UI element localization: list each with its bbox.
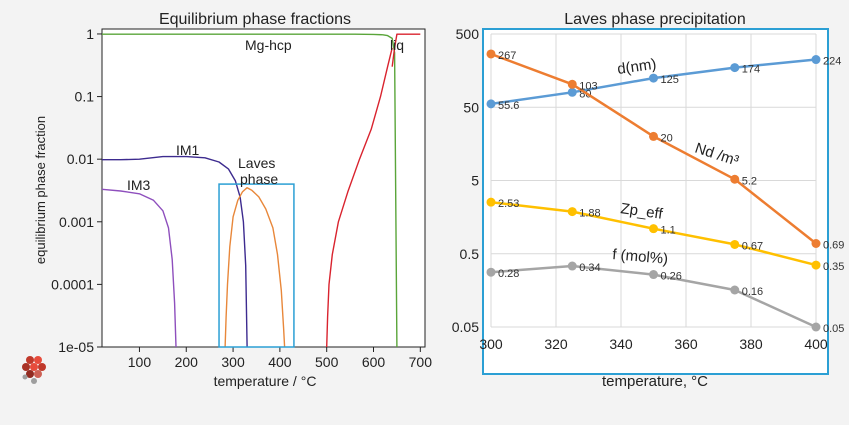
right-series: 55.680125174224267103205.20.692.531.881.… bbox=[486, 49, 844, 335]
left-x-tick-label: 200 bbox=[175, 354, 199, 370]
right-grid bbox=[490, 33, 817, 328]
left-series-line-im3 bbox=[101, 188, 177, 348]
data-label-zp: 0.35 bbox=[823, 261, 844, 273]
data-label-d: 174 bbox=[742, 64, 760, 76]
right-y-tick-label: 0.5 bbox=[460, 246, 480, 262]
data-point-d bbox=[649, 73, 658, 83]
data-point-f bbox=[649, 270, 658, 280]
series-name-f: f (mol%) bbox=[612, 246, 669, 268]
data-label-nd: 267 bbox=[498, 50, 516, 62]
label-im1: IM1 bbox=[176, 142, 200, 158]
data-point-d bbox=[811, 55, 821, 65]
left-x-tick-label: 400 bbox=[268, 354, 292, 370]
right-y-tick-label: 0.05 bbox=[452, 319, 479, 335]
data-point-nd bbox=[649, 131, 658, 141]
data-point-zp bbox=[486, 197, 496, 207]
left-x-tick-label: 600 bbox=[362, 354, 386, 370]
left-x-tick-label: 500 bbox=[315, 354, 339, 370]
data-point-nd bbox=[567, 79, 577, 89]
right-chart-title: Laves phase precipitation bbox=[564, 11, 745, 28]
series-name-d: d(nm) bbox=[616, 56, 657, 78]
data-label-zp: 2.53 bbox=[498, 198, 519, 210]
left-x-tick-label: 100 bbox=[128, 354, 152, 370]
laves-highlight-box bbox=[218, 183, 295, 348]
right-x-tick-label: 360 bbox=[674, 336, 698, 352]
left-y-ticks: 1 0.1 0.01 0.001 0.0001 1e-05 bbox=[51, 26, 102, 355]
data-point-zp bbox=[649, 224, 658, 234]
data-point-d bbox=[730, 63, 740, 73]
left-plot-area bbox=[101, 28, 426, 348]
data-label-nd: 20 bbox=[661, 132, 673, 144]
left-series-line-laves bbox=[224, 186, 286, 348]
data-point-d bbox=[567, 87, 577, 97]
data-point-zp bbox=[567, 207, 577, 217]
label-im3: IM3 bbox=[127, 177, 151, 193]
series-name-zp: Zp_eff bbox=[619, 200, 664, 223]
right-y-tick-label: 500 bbox=[456, 26, 480, 42]
left-x-tick-label: 300 bbox=[221, 354, 245, 370]
left-x-tick-label: 700 bbox=[409, 354, 433, 370]
label-liq: liq bbox=[390, 37, 404, 53]
data-point-f bbox=[730, 285, 740, 295]
data-label-d: 55.6 bbox=[498, 100, 519, 112]
left-y-axis-label: equilibrium phase fraction bbox=[33, 116, 48, 264]
right-x-tick-label: 400 bbox=[804, 336, 828, 352]
left-series-lines bbox=[101, 33, 421, 348]
data-label-nd: 5.2 bbox=[742, 175, 757, 187]
right-y-ticks: 500 50 5 0.5 0.05 bbox=[452, 26, 479, 335]
data-label-zp: 1.1 bbox=[661, 225, 676, 237]
left-y-tick-label: 0.001 bbox=[59, 214, 94, 230]
molecule-logo-icon bbox=[22, 356, 46, 384]
left-series-line-mg-rise bbox=[326, 47, 393, 348]
right-panel-frame bbox=[482, 28, 829, 375]
data-point-nd bbox=[811, 239, 821, 249]
right-x-tick-label: 300 bbox=[479, 336, 503, 352]
right-y-tick-label: 5 bbox=[471, 173, 479, 189]
right-x-tick-label: 340 bbox=[609, 336, 633, 352]
left-y-tick-label: 1 bbox=[86, 26, 94, 42]
data-label-f: 0.16 bbox=[742, 286, 763, 298]
right-x-tick-label: 380 bbox=[739, 336, 763, 352]
label-mg-hcp: Mg-hcp bbox=[245, 37, 292, 53]
data-point-f bbox=[811, 322, 821, 332]
data-label-f: 0.28 bbox=[498, 268, 519, 280]
data-point-f bbox=[567, 261, 577, 271]
left-chart-panel: Equilibrium phase fractions temperature … bbox=[33, 11, 432, 389]
data-point-nd bbox=[486, 49, 496, 59]
left-y-tick-label: 1e-05 bbox=[58, 339, 94, 355]
label-laves: Laves bbox=[238, 155, 275, 171]
data-point-f bbox=[486, 267, 496, 277]
data-label-f: 0.34 bbox=[579, 262, 600, 274]
data-point-nd bbox=[730, 174, 740, 184]
left-chart-title: Equilibrium phase fractions bbox=[159, 11, 351, 28]
data-label-zp: 0.67 bbox=[742, 240, 763, 252]
label-laves-phase: phase bbox=[240, 171, 278, 187]
left-series-line-im1 bbox=[102, 155, 248, 348]
right-x-axis-label: temperature, °C bbox=[602, 373, 708, 390]
right-x-ticks: 300 320 340 360 380 400 bbox=[479, 336, 828, 352]
data-label-d: 224 bbox=[823, 56, 841, 68]
left-y-tick-label: 0.0001 bbox=[51, 276, 94, 292]
left-y-tick-label: 0.1 bbox=[75, 89, 95, 105]
data-point-d bbox=[486, 99, 496, 109]
data-label-f: 0.26 bbox=[661, 271, 682, 283]
data-label-d: 125 bbox=[661, 74, 679, 86]
left-x-ticks: 100 200 300 400 500 600 700 bbox=[128, 347, 432, 370]
data-label-zp: 1.88 bbox=[579, 208, 600, 220]
right-x-tick-label: 320 bbox=[544, 336, 568, 352]
data-point-zp bbox=[730, 239, 740, 249]
left-x-axis-label: temperature / °C bbox=[214, 373, 317, 389]
left-y-tick-label: 0.01 bbox=[67, 151, 94, 167]
data-point-zp bbox=[811, 260, 821, 270]
left-series-line-liq bbox=[391, 33, 421, 67]
right-chart-panel: Laves phase precipitation temperature, °… bbox=[452, 11, 845, 390]
data-label-f: 0.05 bbox=[823, 323, 844, 335]
data-label-nd: 0.69 bbox=[823, 240, 844, 252]
right-y-tick-label: 50 bbox=[463, 99, 479, 115]
data-label-nd: 103 bbox=[579, 80, 597, 92]
